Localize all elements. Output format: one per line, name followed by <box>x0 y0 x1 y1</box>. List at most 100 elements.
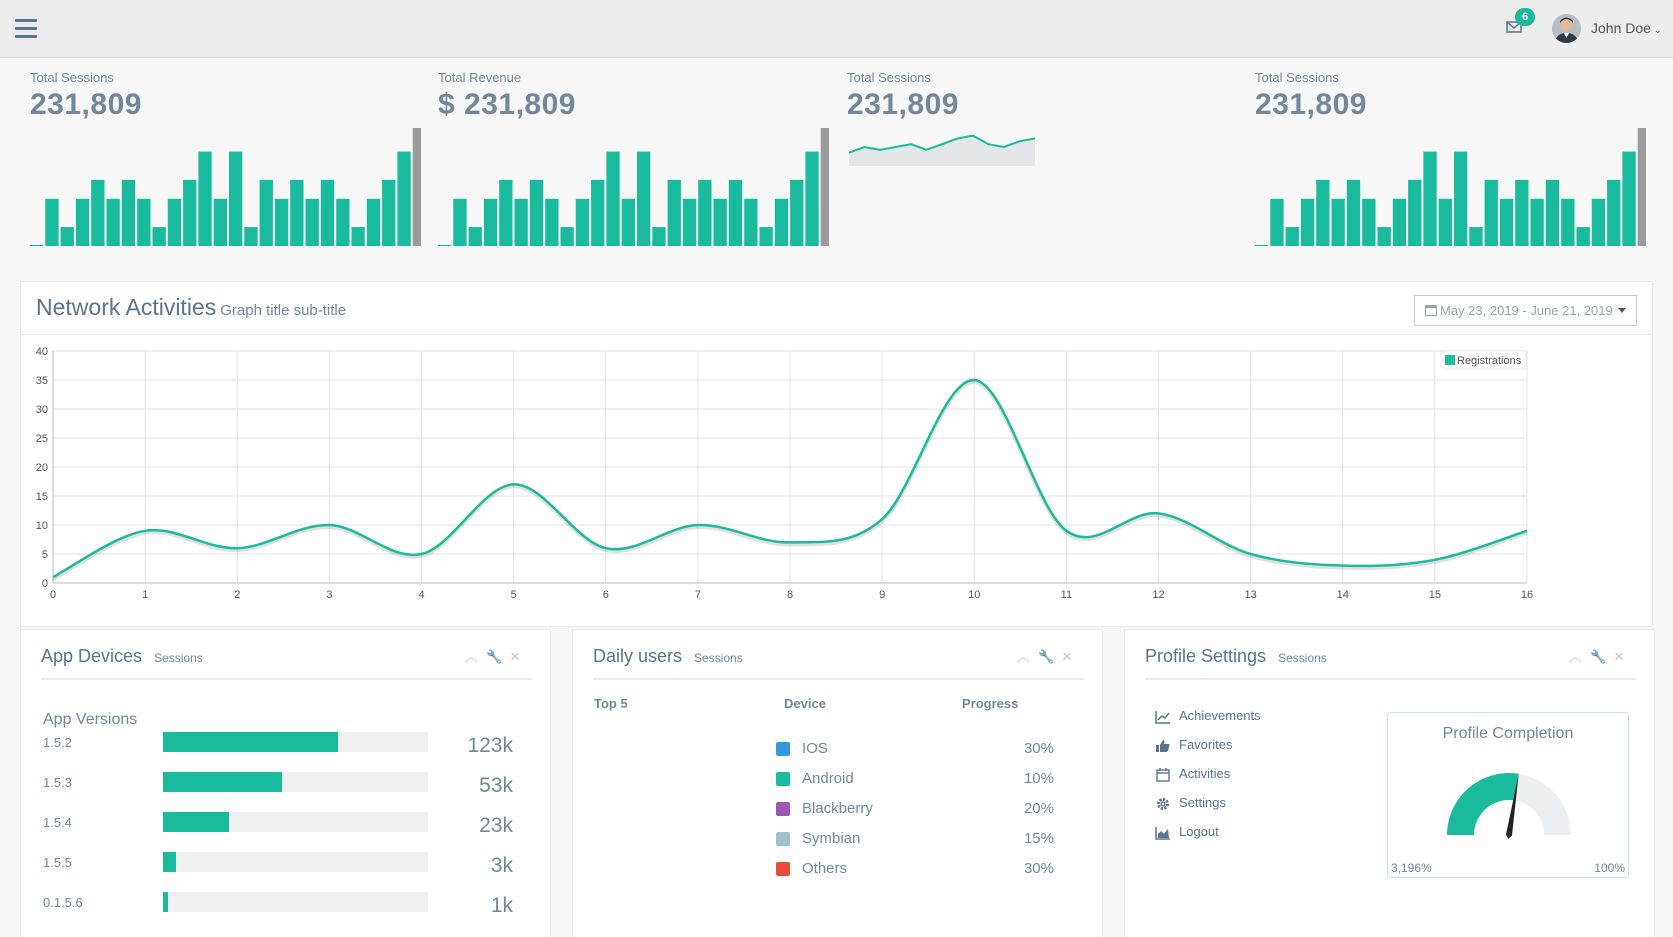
network-line-chart: 0 1 2 3 4 5 6 7 8 9 10 11 12 13 14 15 160510152025303540… <box>36 346 1533 601</box>
spark-bar <box>1362 198 1376 246</box>
x-tick-label: 9 <box>879 589 885 601</box>
tile-total-revenue: Total Revenue $ 231,809 <box>438 68 838 253</box>
legend-box <box>1441 350 1527 370</box>
wrench-icon[interactable]: 🔧 <box>1038 649 1055 664</box>
y-tick-label: 10 <box>36 520 48 532</box>
date-range-text: May 23, 2019 - June 21, 2019 <box>1440 303 1613 318</box>
device-percent: 30% <box>1023 860 1054 877</box>
spark-bar <box>213 198 227 246</box>
spark-bar <box>1454 151 1468 246</box>
version-label: 1.5.3 <box>43 775 72 790</box>
sparkline-series <box>848 134 1036 154</box>
spark-bar <box>60 227 74 246</box>
series-shadow <box>52 379 1528 581</box>
spark-bar <box>106 198 120 246</box>
profile-settings-panel: Profile Settings Sessions ︿ 🔧 ✕ Achieveme… <box>1124 629 1655 937</box>
calendar-icon <box>1425 305 1437 316</box>
menu-item-label: Favorites <box>1179 737 1233 752</box>
app-version-row: 1.5.3 53k <box>43 772 513 798</box>
x-tick-label: 0 <box>50 589 56 601</box>
version-count: 53k <box>479 774 513 797</box>
revenue-bar-sparkline <box>438 128 829 246</box>
spark-bar <box>606 151 620 246</box>
spark-bar <box>412 128 421 246</box>
y-tick-label: 5 <box>42 549 48 561</box>
divider <box>21 334 1652 335</box>
line-chart-icon <box>1155 711 1170 724</box>
daily-users-subtitle: Sessions <box>694 651 743 665</box>
progress-fill <box>163 812 230 832</box>
user-name: John Doe <box>1591 20 1651 36</box>
version-label: 1.5.4 <box>43 815 72 830</box>
avatar[interactable] <box>1552 14 1581 43</box>
tile-value: $ 231,809 <box>438 88 576 121</box>
spark-bar <box>229 151 243 246</box>
user-menu[interactable]: John Doe ⌄ <box>1591 20 1661 36</box>
x-tick-label: 5 <box>511 589 517 601</box>
spark-bar <box>790 179 804 246</box>
spark-bar <box>1316 179 1330 246</box>
wrench-icon[interactable]: 🔧 <box>1590 649 1607 664</box>
spark-bar <box>198 151 212 246</box>
collapse-icon[interactable]: ︿ <box>1568 649 1582 664</box>
tile-value: 231,809 <box>1255 88 1367 121</box>
progress-track <box>163 732 428 752</box>
tile-label: Total Sessions <box>1255 70 1339 85</box>
sessions-bar-sparkline <box>1255 128 1646 246</box>
x-tick-label: 8 <box>787 589 793 601</box>
device-row: IOS 30% <box>776 739 1066 759</box>
device-name: Symbian <box>802 830 861 847</box>
close-icon[interactable]: ✕ <box>1613 649 1625 664</box>
y-tick-label: 15 <box>36 491 48 503</box>
x-tick-label: 14 <box>1337 589 1349 601</box>
close-icon[interactable]: ✕ <box>509 649 521 664</box>
spark-bar <box>591 179 605 246</box>
device-row: Symbian 15% <box>776 829 1066 849</box>
menu-item-label: Activities <box>1179 766 1231 781</box>
collapse-icon[interactable]: ︿ <box>1016 649 1030 664</box>
menu-item-label: Settings <box>1179 795 1226 810</box>
spark-bar <box>453 198 467 246</box>
device-percent: 30% <box>1023 740 1054 757</box>
column-header-progress: Progress <box>962 696 1019 711</box>
date-range-picker[interactable]: May 23, 2019 - June 21, 2019 <box>1414 295 1637 326</box>
spark-bar <box>468 227 482 246</box>
spark-bar <box>1607 179 1621 246</box>
network-subtitle: Graph title sub-title <box>220 302 347 319</box>
spark-bar <box>1530 198 1544 246</box>
y-tick-label: 30 <box>36 404 48 416</box>
spark-bar <box>1637 128 1646 246</box>
sparkline-area <box>849 135 1035 166</box>
x-tick-label: 1 <box>142 589 148 601</box>
menu-toggle-icon[interactable] <box>15 19 37 38</box>
progress-fill <box>163 852 177 872</box>
gauge-max-label: 100% <box>1594 861 1625 875</box>
network-title: Network Activities <box>36 294 217 320</box>
device-row: Others 30% <box>776 859 1066 879</box>
gauge-min-label: 3,196% <box>1391 861 1432 875</box>
spark-bar <box>1300 198 1315 246</box>
x-tick-label: 7 <box>695 589 701 601</box>
tile-value: 231,809 <box>30 88 142 121</box>
collapse-icon[interactable]: ︿ <box>464 649 478 664</box>
spark-bar <box>351 227 365 246</box>
spark-bar <box>1408 179 1422 246</box>
x-tick-label: 2 <box>234 589 240 601</box>
close-icon[interactable]: ✕ <box>1061 649 1073 664</box>
column-header-top5: Top 5 <box>594 696 628 711</box>
spark-bar <box>1255 245 1269 246</box>
progress-track <box>163 852 428 872</box>
y-tick-label: 25 <box>36 433 48 445</box>
menu-item-label: Achievements <box>1179 708 1261 723</box>
x-tick-label: 11 <box>1061 589 1072 601</box>
progress-fill <box>163 772 283 792</box>
divider <box>1145 678 1636 680</box>
spark-bar <box>1346 179 1361 246</box>
progress-fill <box>163 732 338 752</box>
spark-bar <box>637 151 651 246</box>
caret-down-icon <box>1618 308 1626 313</box>
notification-badge: 6 <box>1515 8 1535 26</box>
wrench-icon[interactable]: 🔧 <box>486 649 503 664</box>
spark-bar <box>499 179 513 246</box>
tile-value: 231,809 <box>847 88 959 121</box>
